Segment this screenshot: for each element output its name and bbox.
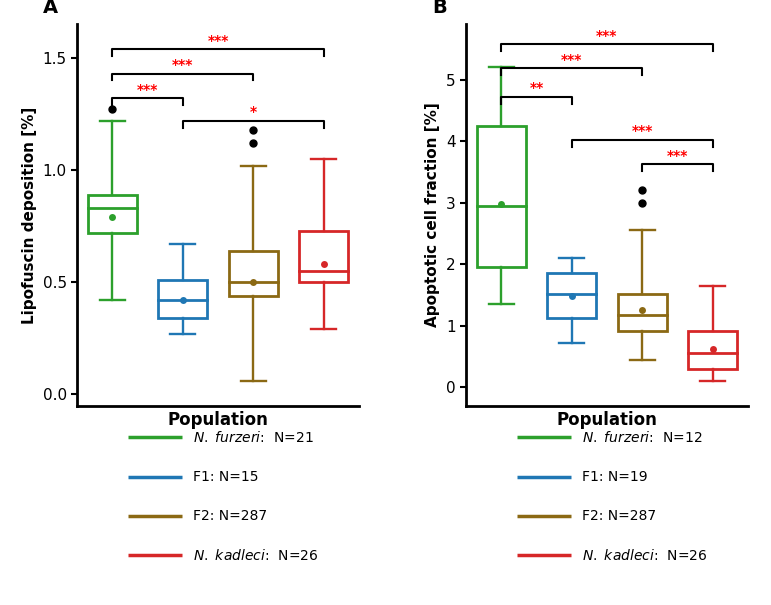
Text: *: * (250, 105, 257, 119)
Bar (618, 293, 667, 330)
Text: ***: *** (631, 125, 653, 139)
Bar (688, 330, 737, 368)
Text: $\it{N.\ kadleci}$:  N=26: $\it{N.\ kadleci}$: N=26 (582, 548, 708, 563)
Bar (88, 195, 137, 233)
Bar (158, 280, 207, 318)
Text: ***: *** (207, 33, 229, 48)
Y-axis label: Lipofuscin deposition [%]: Lipofuscin deposition [%] (22, 106, 37, 324)
X-axis label: Population: Population (557, 411, 658, 429)
X-axis label: Population: Population (167, 411, 268, 429)
Text: ***: *** (561, 53, 582, 67)
Text: ***: *** (172, 58, 194, 72)
Bar (228, 251, 278, 296)
Text: ***: *** (596, 28, 618, 42)
Text: ***: *** (137, 83, 158, 97)
Text: B: B (433, 0, 447, 16)
Text: F1: N=15: F1: N=15 (194, 469, 259, 483)
Text: $\it{N.\ kadleci}$:  N=26: $\it{N.\ kadleci}$: N=26 (194, 548, 319, 563)
Text: F2: N=287: F2: N=287 (582, 509, 656, 523)
Text: ***: *** (667, 149, 688, 163)
Text: $\it{N.\ furzeri}$:  N=12: $\it{N.\ furzeri}$: N=12 (582, 430, 702, 445)
Text: F1: N=19: F1: N=19 (582, 469, 648, 483)
Text: A: A (43, 0, 59, 16)
Text: **: ** (530, 82, 544, 96)
Text: F2: N=287: F2: N=287 (194, 509, 268, 523)
Bar (547, 273, 597, 318)
Text: $\it{N.\ furzeri}$:  N=21: $\it{N.\ furzeri}$: N=21 (194, 430, 314, 445)
Bar (299, 231, 348, 283)
Y-axis label: Apoptotic cell fraction [%]: Apoptotic cell fraction [%] (426, 103, 440, 327)
Bar (476, 126, 526, 267)
